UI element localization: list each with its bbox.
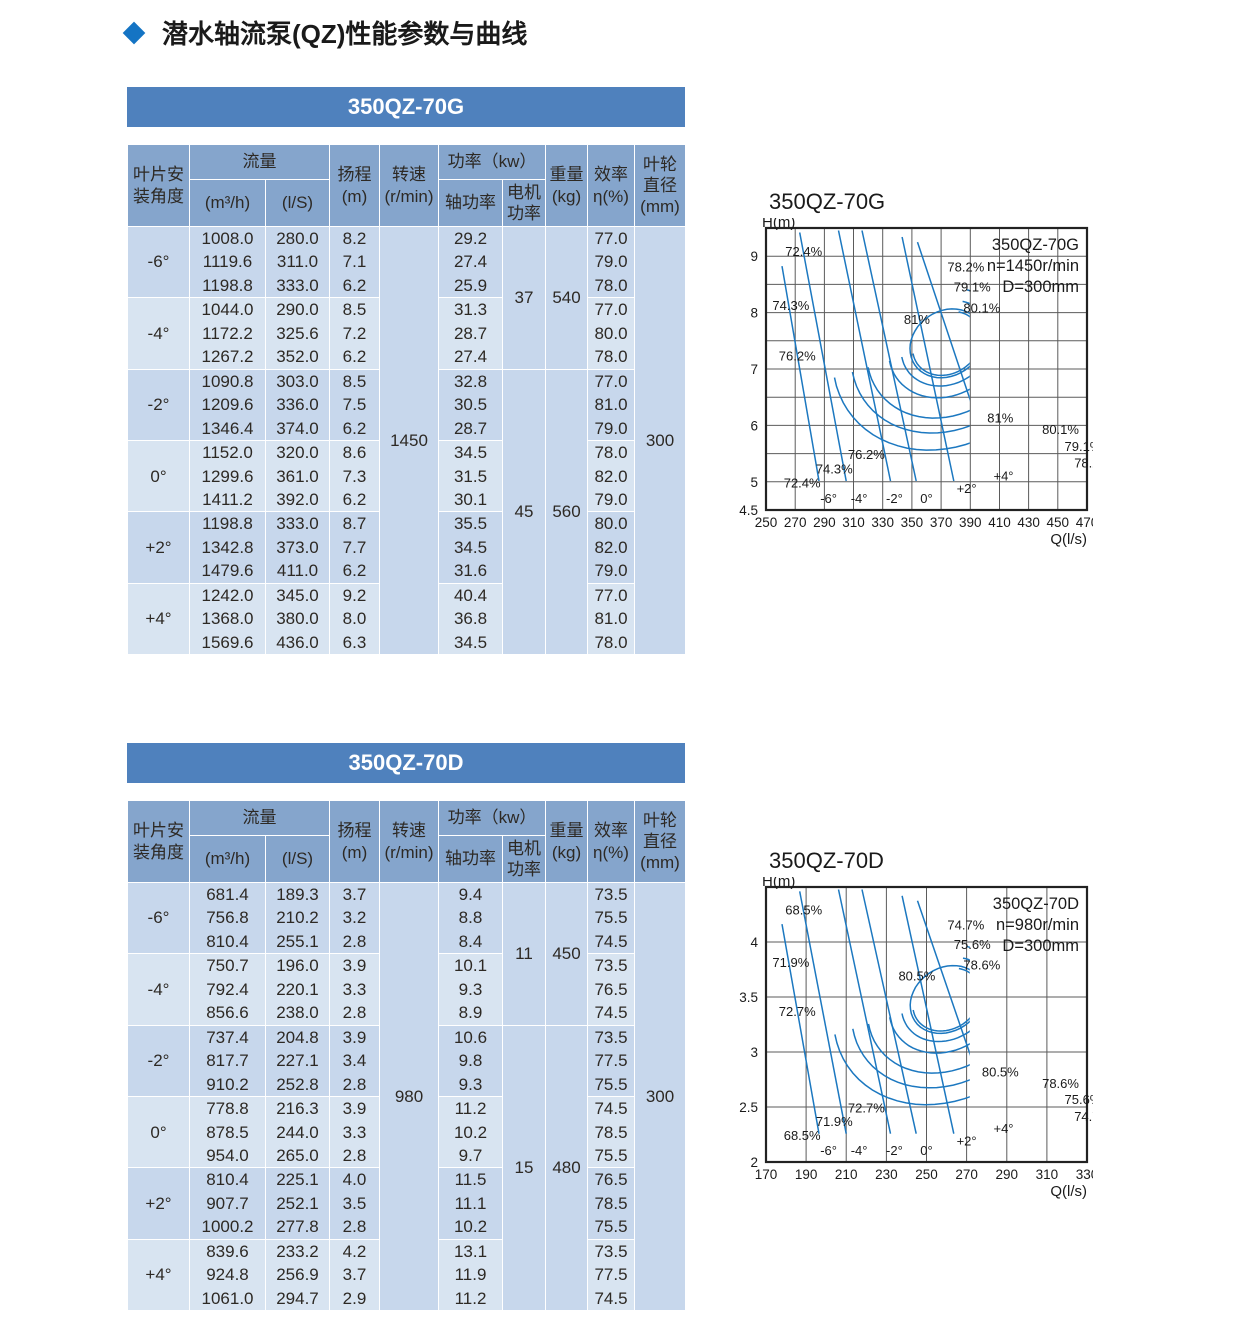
svg-text:3: 3: [750, 1045, 758, 1060]
svg-text:72.4%: 72.4%: [785, 244, 822, 259]
svg-text:330: 330: [1076, 1167, 1093, 1182]
svg-text:230: 230: [875, 1167, 898, 1182]
svg-text:410: 410: [988, 515, 1011, 530]
svg-text:74.3%: 74.3%: [816, 461, 853, 476]
svg-text:+4°: +4°: [993, 468, 1013, 483]
svg-text:+2°: +2°: [957, 1134, 977, 1149]
svg-text:350: 350: [901, 515, 924, 530]
svg-text:2: 2: [750, 1155, 758, 1170]
svg-text:72.7%: 72.7%: [779, 1004, 816, 1019]
svg-text:350QZ-70D: 350QZ-70D: [993, 895, 1079, 913]
svg-text:71.9%: 71.9%: [772, 955, 809, 970]
svg-text:n=980r/min: n=980r/min: [996, 916, 1079, 934]
svg-text:81%: 81%: [904, 312, 930, 327]
svg-text:76.2%: 76.2%: [848, 447, 885, 462]
svg-text:8: 8: [750, 306, 758, 321]
svg-text:9: 9: [750, 249, 758, 264]
svg-text:74.7%: 74.7%: [947, 918, 984, 933]
svg-text:71.9%: 71.9%: [816, 1114, 853, 1129]
svg-text:+4°: +4°: [993, 1121, 1013, 1136]
svg-text:-4°: -4°: [851, 491, 868, 506]
svg-text:330: 330: [871, 515, 894, 530]
svg-text:270: 270: [784, 515, 807, 530]
svg-text:250: 250: [755, 515, 778, 530]
svg-text:270: 270: [955, 1167, 978, 1182]
svg-text:80.5%: 80.5%: [982, 1065, 1019, 1080]
svg-text:5: 5: [750, 475, 758, 490]
svg-text:4.5: 4.5: [739, 503, 758, 518]
svg-text:430: 430: [1017, 515, 1040, 530]
svg-text:3.5: 3.5: [739, 990, 758, 1005]
svg-text:-6°: -6°: [820, 491, 837, 506]
svg-text:310: 310: [1036, 1167, 1059, 1182]
svg-text:74.7%: 74.7%: [1074, 1109, 1093, 1124]
svg-text:78.2%: 78.2%: [1074, 456, 1093, 471]
svg-text:78.2%: 78.2%: [947, 260, 984, 275]
svg-text:190: 190: [795, 1167, 818, 1182]
svg-text:80.5%: 80.5%: [898, 969, 935, 984]
svg-text:370: 370: [930, 515, 953, 530]
svg-text:68.5%: 68.5%: [785, 903, 822, 918]
svg-text:290: 290: [996, 1167, 1019, 1182]
svg-text:72.7%: 72.7%: [848, 1101, 885, 1116]
svg-text:80.1%: 80.1%: [963, 301, 1000, 316]
svg-text:350QZ-70G: 350QZ-70G: [992, 236, 1079, 254]
svg-text:6: 6: [750, 418, 758, 433]
svg-text:81%: 81%: [987, 411, 1013, 426]
svg-text:450: 450: [1047, 515, 1070, 530]
svg-text:Q(l/s): Q(l/s): [1050, 1183, 1087, 1200]
svg-text:7: 7: [750, 362, 758, 377]
svg-text:470: 470: [1076, 515, 1093, 530]
svg-text:80.1%: 80.1%: [1042, 422, 1079, 437]
svg-text:n=1450r/min: n=1450r/min: [987, 257, 1079, 275]
svg-text:0°: 0°: [920, 491, 932, 506]
svg-text:-2°: -2°: [886, 1143, 903, 1158]
svg-text:76.2%: 76.2%: [779, 349, 816, 364]
svg-text:Q(l/s): Q(l/s): [1050, 531, 1087, 548]
svg-text:79.1%: 79.1%: [954, 280, 991, 295]
svg-text:-6°: -6°: [820, 1143, 837, 1158]
svg-text:74.3%: 74.3%: [772, 298, 809, 313]
svg-text:170: 170: [755, 1167, 778, 1182]
svg-text:210: 210: [835, 1167, 858, 1182]
svg-text:H(m): H(m): [762, 218, 795, 231]
svg-text:H(m): H(m): [762, 877, 795, 890]
svg-text:310: 310: [842, 515, 865, 530]
svg-text:79.1%: 79.1%: [1065, 439, 1094, 454]
svg-text:D=300mm: D=300mm: [1002, 937, 1079, 955]
svg-text:0°: 0°: [920, 1143, 932, 1158]
svg-text:-4°: -4°: [851, 1143, 868, 1158]
svg-text:-2°: -2°: [886, 491, 903, 506]
svg-text:75.6%: 75.6%: [954, 937, 991, 952]
svg-text:290: 290: [813, 515, 836, 530]
svg-text:D=300mm: D=300mm: [1002, 278, 1079, 296]
svg-text:78.6%: 78.6%: [1042, 1076, 1079, 1091]
svg-text:250: 250: [915, 1167, 938, 1182]
svg-text:68.5%: 68.5%: [784, 1128, 821, 1143]
svg-text:4: 4: [750, 935, 758, 950]
svg-text:75.6%: 75.6%: [1065, 1092, 1094, 1107]
svg-text:72.4%: 72.4%: [784, 475, 821, 490]
svg-text:+2°: +2°: [957, 481, 977, 496]
svg-text:78.6%: 78.6%: [963, 958, 1000, 973]
svg-text:2.5: 2.5: [739, 1100, 758, 1115]
svg-text:390: 390: [959, 515, 982, 530]
